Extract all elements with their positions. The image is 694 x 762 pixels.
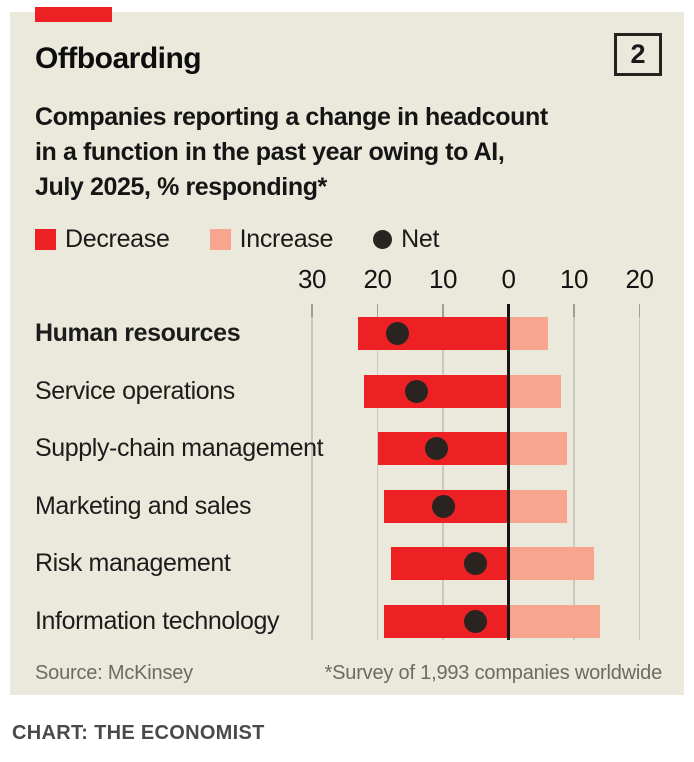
axis-tickmark [638,304,641,317]
net-dot [464,610,488,633]
chart-card: 2 Offboarding Companies reporting a chan… [10,7,684,695]
gridline [638,317,641,640]
footnote-text: *Survey of 1,993 companies worldwide [324,662,663,684]
decrease-bar [357,317,509,350]
legend-item-decrease: Decrease [35,225,170,254]
source-row: Source: McKinsey *Survey of 1,993 compan… [35,662,662,685]
axis-tickmark [573,304,575,317]
category-label: Human resources [35,319,241,347]
chart-title: Offboarding [35,42,202,75]
subtitle-line: July 2025, % responding* [35,173,327,201]
panel-number: 2 [630,39,646,69]
source-text: Source: McKinsey [35,662,193,684]
category-label: Marketing and sales [35,491,252,520]
net-dot [464,552,488,576]
chart-credit: CHART: THE ECONOMIST [12,722,265,744]
gridline [376,317,379,640]
category-label: Supply-chain management [35,434,324,463]
net-dot [424,437,448,461]
axis-tick-label: 20 [363,264,392,294]
net-dot-icon [373,230,393,249]
net-dot [405,379,429,403]
legend-item-increase: Increase [209,225,334,254]
increase-bar [508,489,568,523]
subtitle-line: in a function in the past year owing to … [35,138,505,166]
legend: Decrease Increase Net [35,225,439,254]
category-label: Service operations [35,376,235,405]
axis-tick-label: 10 [429,264,457,294]
panel-number-box: 2 [614,33,662,76]
net-dot [431,494,455,518]
bar-chart: 30 20 10 0 10 20 Human resources Service operat… [10,12,684,695]
decrease-bar [364,374,509,408]
category-label: Information technology [35,607,280,635]
decrease-swatch-icon [35,229,56,250]
axis-tick-label: 10 [560,264,588,294]
axis-tick-label: 20 [625,264,654,294]
increase-bar [508,547,594,581]
category-label: Risk management [35,549,231,578]
decrease-bar [390,547,509,581]
increase-bar [508,605,601,638]
legend-label: Increase [239,225,334,253]
legend-item-net: Net [373,225,439,254]
zero-axis-line [507,304,510,640]
chart-subtitle: Companies reporting a change in headcoun… [35,100,548,205]
legend-label: Decrease [65,225,170,253]
legend-label: Net [401,225,440,253]
economist-red-tab-icon [35,7,112,22]
gridline [311,317,313,640]
increase-bar [508,432,568,466]
gridline [442,317,444,640]
decrease-bar [384,605,509,638]
net-dot [385,322,409,345]
gridline [573,317,575,640]
axis-tick-label: 30 [298,264,326,294]
axis-tickmark [311,304,313,317]
subtitle-line: Companies reporting a change in headcoun… [35,103,548,131]
increase-bar [508,317,548,350]
increase-bar [508,374,561,408]
increase-swatch-icon [209,229,231,250]
axis-tickmark [442,304,444,317]
axis-tick-label: 0 [501,264,516,294]
axis-tickmark [376,304,379,317]
